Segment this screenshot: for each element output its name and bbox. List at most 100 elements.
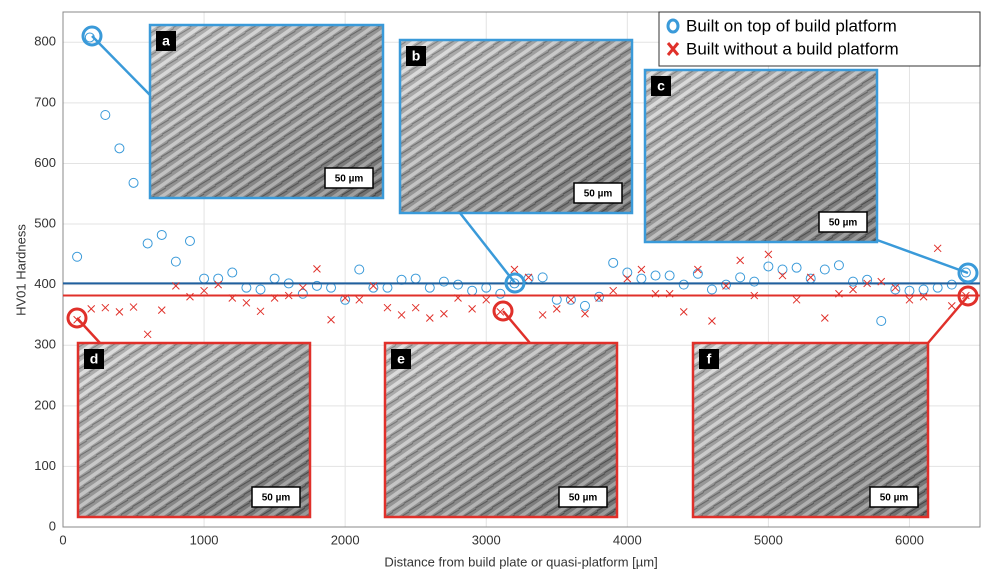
- point: [919, 285, 928, 294]
- point: [806, 274, 815, 283]
- y-tick-label: 100: [34, 458, 56, 473]
- point: [736, 273, 745, 282]
- legend-label: Built on top of build platform: [686, 16, 897, 35]
- point: [88, 305, 95, 312]
- point: [398, 311, 405, 318]
- point: [185, 237, 194, 246]
- point: [256, 285, 265, 294]
- point: [610, 287, 617, 294]
- inset-label: a: [162, 33, 170, 49]
- point: [299, 284, 306, 291]
- point: [129, 178, 138, 187]
- y-tick-label: 500: [34, 215, 56, 230]
- point: [792, 263, 801, 272]
- scale-bar-label: 50 µm: [584, 189, 613, 200]
- point: [355, 265, 364, 274]
- point: [595, 292, 604, 301]
- y-tick-label: 300: [34, 337, 56, 352]
- point: [779, 272, 786, 279]
- point: [948, 302, 955, 309]
- x-tick-label: 4000: [613, 532, 642, 547]
- scale-bar-label: 50 µm: [335, 174, 364, 185]
- point: [737, 257, 744, 264]
- point: [511, 266, 518, 273]
- point: [708, 318, 715, 325]
- point: [496, 289, 505, 298]
- point: [116, 308, 123, 315]
- point: [157, 230, 166, 239]
- x-tick-label: 3000: [472, 532, 501, 547]
- point: [821, 314, 828, 321]
- point: [680, 308, 687, 315]
- point: [552, 295, 561, 304]
- x-tick-label: 6000: [895, 532, 924, 547]
- point: [693, 269, 702, 278]
- legend-label: Built without a build platform: [686, 39, 899, 58]
- point: [538, 273, 547, 282]
- point: [665, 271, 674, 280]
- inset-label: c: [657, 78, 665, 94]
- inset-label: b: [412, 48, 421, 64]
- callout-line: [460, 213, 515, 283]
- point: [411, 274, 420, 283]
- point: [243, 299, 250, 306]
- point: [807, 274, 814, 281]
- point: [637, 274, 646, 283]
- point: [356, 296, 363, 303]
- point: [525, 274, 532, 281]
- point: [158, 307, 165, 314]
- point: [171, 257, 180, 266]
- point: [102, 304, 109, 311]
- point: [609, 258, 618, 267]
- point: [850, 286, 857, 293]
- point: [313, 265, 320, 272]
- inset-label: d: [90, 351, 99, 367]
- point: [73, 252, 82, 261]
- point: [580, 301, 589, 310]
- point: [130, 304, 137, 311]
- point: [638, 266, 645, 273]
- point: [270, 274, 279, 283]
- point: [328, 316, 335, 323]
- point: [426, 314, 433, 321]
- x-tick-label: 5000: [754, 532, 783, 547]
- callout-line: [503, 311, 530, 343]
- point: [567, 296, 574, 303]
- point: [581, 310, 588, 317]
- y-tick-label: 700: [34, 94, 56, 109]
- point: [934, 245, 941, 252]
- x-tick-label: 2000: [331, 532, 360, 547]
- point: [384, 304, 391, 311]
- y-tick-label: 600: [34, 155, 56, 170]
- chart: Distance from build plate or quasi-platf…: [0, 0, 981, 573]
- scale-bar-label: 50 µm: [829, 218, 858, 229]
- y-tick-label: 400: [34, 276, 56, 291]
- point: [143, 239, 152, 248]
- y-axis-label: HV01 Hardness: [13, 224, 28, 316]
- point: [440, 310, 447, 317]
- callout-line: [77, 318, 100, 343]
- point: [707, 285, 716, 294]
- scale-bar-label: 50 µm: [262, 493, 291, 504]
- y-tick-label: 0: [49, 518, 56, 533]
- callout-line: [92, 36, 150, 95]
- point: [834, 261, 843, 270]
- point: [186, 293, 193, 300]
- point: [228, 268, 237, 277]
- point: [793, 296, 800, 303]
- point: [468, 286, 477, 295]
- y-tick-label: 200: [34, 397, 56, 412]
- y-tick-label: 800: [34, 34, 56, 49]
- point: [469, 305, 476, 312]
- point: [101, 111, 110, 120]
- inset-label: f: [707, 351, 712, 367]
- point: [891, 285, 900, 294]
- x-tick-label: 0: [59, 532, 66, 547]
- scale-bar-label: 50 µm: [880, 493, 909, 504]
- point: [144, 331, 151, 338]
- scale-bar-label: 50 µm: [569, 493, 598, 504]
- x-axis-label: Distance from build plate or quasi-platf…: [384, 554, 657, 569]
- point: [257, 308, 264, 315]
- point: [877, 317, 886, 326]
- point: [412, 304, 419, 311]
